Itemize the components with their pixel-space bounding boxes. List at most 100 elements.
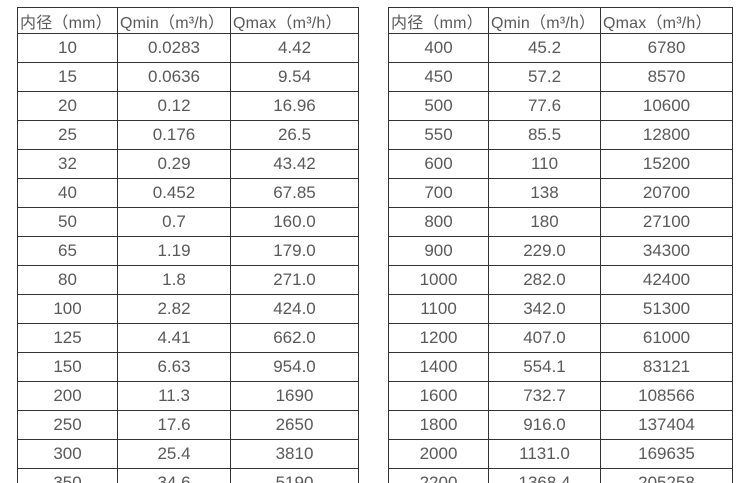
qmin-cell: 229.0 — [488, 236, 601, 266]
diameter-cell: 65 — [17, 236, 118, 266]
diameter-cell: 2200 — [388, 468, 489, 483]
column-header-2: Qmax（m³/h） — [230, 7, 359, 34]
table-row: 2000 1131.0 169635 — [388, 439, 733, 469]
qmax-cell: 83121 — [600, 352, 733, 382]
qmin-cell: 4.41 — [117, 323, 231, 353]
flow-spec-table-large-diameters: 内径（mm） Qmin（m³/h） Qmax（m³/h） 400 45.2 6780 450… — [388, 7, 733, 483]
column-header-0: 内径（mm） — [17, 7, 118, 34]
diameter-cell: 40 — [17, 178, 118, 208]
diameter-cell: 550 — [388, 120, 489, 150]
table-row: 125 4.41 662.0 — [17, 323, 359, 353]
qmax-cell: 27100 — [600, 207, 733, 237]
qmax-cell: 61000 — [600, 323, 733, 353]
table-row: 400 45.2 6780 — [388, 33, 733, 63]
qmax-cell: 8570 — [600, 62, 733, 92]
qmin-cell: 407.0 — [488, 323, 601, 353]
qmin-cell: 916.0 — [488, 410, 601, 440]
qmin-cell: 110 — [488, 149, 601, 179]
qmax-cell: 51300 — [600, 294, 733, 324]
table-row: 800 180 27100 — [388, 207, 733, 237]
diameter-cell: 2000 — [388, 439, 489, 469]
table-row: 350 34.6 5190 — [17, 468, 359, 483]
diameter-cell: 450 — [388, 62, 489, 92]
table-row: 1800 916.0 137404 — [388, 410, 733, 440]
qmax-cell: 5190 — [230, 468, 359, 483]
diameter-cell: 1200 — [388, 323, 489, 353]
qmax-cell: 42400 — [600, 265, 733, 295]
qmin-cell: 85.5 — [488, 120, 601, 150]
diameter-cell: 400 — [388, 33, 489, 63]
qmin-cell: 0.12 — [117, 91, 231, 121]
qmin-cell: 1.19 — [117, 236, 231, 266]
qmin-cell: 0.29 — [117, 149, 231, 179]
diameter-cell: 32 — [17, 149, 118, 179]
table-row: 20 0.12 16.96 — [17, 91, 359, 121]
table-row: 10 0.0283 4.42 — [17, 33, 359, 63]
table-row: 25 0.176 26.5 — [17, 120, 359, 150]
table-row: 1100 342.0 51300 — [388, 294, 733, 324]
column-header-2: Qmax（m³/h） — [600, 7, 733, 34]
qmin-cell: 1131.0 — [488, 439, 601, 469]
table-row: 250 17.6 2650 — [17, 410, 359, 440]
qmin-cell: 554.1 — [488, 352, 601, 382]
table-row: 550 85.5 12800 — [388, 120, 733, 150]
column-header-0: 内径（mm） — [388, 7, 489, 34]
qmin-cell: 77.6 — [488, 91, 601, 121]
qmax-cell: 2650 — [230, 410, 359, 440]
table-row: 80 1.8 271.0 — [17, 265, 359, 295]
diameter-cell: 250 — [17, 410, 118, 440]
qmax-cell: 20700 — [600, 178, 733, 208]
table-row: 700 138 20700 — [388, 178, 733, 208]
table-row: 500 77.6 10600 — [388, 91, 733, 121]
qmin-cell: 45.2 — [488, 33, 601, 63]
qmax-cell: 4.42 — [230, 33, 359, 63]
table-row: 32 0.29 43.42 — [17, 149, 359, 179]
qmax-cell: 108566 — [600, 381, 733, 411]
diameter-cell: 1600 — [388, 381, 489, 411]
diameter-cell: 1800 — [388, 410, 489, 440]
qmin-cell: 6.63 — [117, 352, 231, 382]
qmax-cell: 10600 — [600, 91, 733, 121]
qmin-cell: 282.0 — [488, 265, 601, 295]
qmin-cell: 180 — [488, 207, 601, 237]
qmax-cell: 12800 — [600, 120, 733, 150]
diameter-cell: 80 — [17, 265, 118, 295]
qmin-cell: 25.4 — [117, 439, 231, 469]
table-row: 50 0.7 160.0 — [17, 207, 359, 237]
diameter-cell: 800 — [388, 207, 489, 237]
qmax-cell: 954.0 — [230, 352, 359, 382]
table-row: 300 25.4 3810 — [17, 439, 359, 469]
table-row: 2200 1368.4 205258 — [388, 468, 733, 483]
qmax-cell: 15200 — [600, 149, 733, 179]
qmax-cell: 9.54 — [230, 62, 359, 92]
table-row: 40 0.452 67.85 — [17, 178, 359, 208]
qmin-cell: 0.0636 — [117, 62, 231, 92]
qmax-cell: 67.85 — [230, 178, 359, 208]
diameter-cell: 1400 — [388, 352, 489, 382]
qmax-cell: 26.5 — [230, 120, 359, 150]
qmin-cell: 1.8 — [117, 265, 231, 295]
diameter-cell: 25 — [17, 120, 118, 150]
diameter-cell: 1100 — [388, 294, 489, 324]
qmax-cell: 205258 — [600, 468, 733, 483]
diameter-cell: 500 — [388, 91, 489, 121]
qmin-cell: 57.2 — [488, 62, 601, 92]
table-row: 1600 732.7 108566 — [388, 381, 733, 411]
qmin-cell: 17.6 — [117, 410, 231, 440]
qmin-cell: 2.82 — [117, 294, 231, 324]
qmax-cell: 662.0 — [230, 323, 359, 353]
table-row: 600 110 15200 — [388, 149, 733, 179]
diameter-cell: 200 — [17, 381, 118, 411]
table-row: 900 229.0 34300 — [388, 236, 733, 266]
flow-spec-table-small-diameters: 内径（mm） Qmin（m³/h） Qmax（m³/h） 10 0.0283 4.42 15… — [17, 7, 359, 483]
qmin-cell: 0.176 — [117, 120, 231, 150]
diameter-cell: 125 — [17, 323, 118, 353]
table-row: 200 11.3 1690 — [17, 381, 359, 411]
column-header-1: Qmin（m³/h） — [488, 7, 601, 34]
qmin-cell: 138 — [488, 178, 601, 208]
qmin-cell: 1368.4 — [488, 468, 601, 483]
qmax-cell: 16.96 — [230, 91, 359, 121]
diameter-cell: 900 — [388, 236, 489, 266]
diameter-cell: 350 — [17, 468, 118, 483]
